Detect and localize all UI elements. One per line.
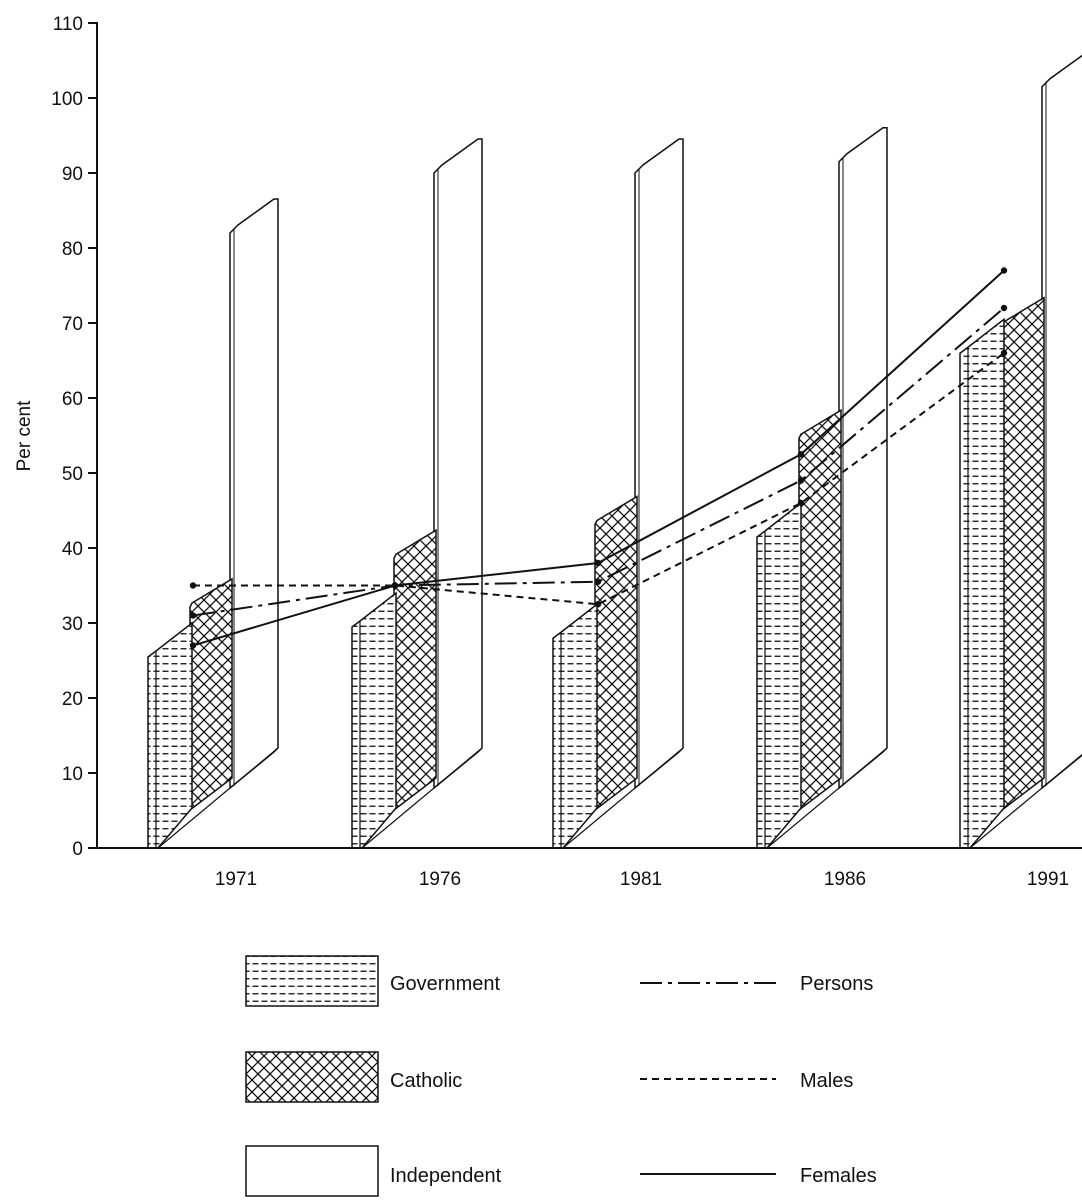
point-males-1991 xyxy=(1001,350,1007,356)
x-tick-label-1976: 1976 xyxy=(419,869,461,890)
y-tick-label-110: 110 xyxy=(53,14,83,35)
y-tick-label-60: 60 xyxy=(62,389,83,410)
legend-item-males: Males xyxy=(640,1070,853,1092)
bar-government-1981 xyxy=(553,604,597,848)
legend-swatch-catholic xyxy=(246,1052,378,1102)
y-tick-label-30: 30 xyxy=(62,614,83,635)
bar-government-1971 xyxy=(148,623,192,848)
bar-group-1986 xyxy=(757,128,887,848)
bars-layer xyxy=(148,53,1082,848)
legend-label-independent: Independent xyxy=(390,1165,502,1187)
bar-group-1971 xyxy=(148,199,278,848)
bar-catholic-1986 xyxy=(799,410,841,810)
legend-item-persons: Persons xyxy=(640,973,873,995)
legend-item-government: Government xyxy=(246,956,500,1006)
bar-government-1991 xyxy=(960,319,1004,848)
bar-group-1976 xyxy=(352,139,482,848)
y-tick-label-40: 40 xyxy=(62,539,83,560)
bar-catholic-1976 xyxy=(394,530,436,810)
legend-item-females: Females xyxy=(640,1165,877,1187)
bar-catholic-1981 xyxy=(595,497,637,811)
x-tick-label-1986: 1986 xyxy=(824,869,866,890)
legend-swatch-government xyxy=(246,956,378,1006)
point-females-1976 xyxy=(392,582,398,588)
legend: Government Catholic Independent Persons … xyxy=(246,956,877,1196)
bar-government-1986 xyxy=(757,503,801,848)
point-persons-1981 xyxy=(595,579,601,585)
point-persons-1991 xyxy=(1001,305,1007,311)
x-tick-label-1981: 1981 xyxy=(620,869,662,890)
legend-item-catholic: Catholic xyxy=(246,1052,462,1102)
bar-government-1976 xyxy=(352,593,396,848)
legend-label-females: Females xyxy=(800,1165,877,1187)
bar-group-1991 xyxy=(960,53,1082,848)
y-tick-label-100: 100 xyxy=(51,89,83,110)
bar-independent-1976 xyxy=(434,139,482,788)
point-males-1986 xyxy=(798,500,804,506)
x-tick-label-1971: 1971 xyxy=(215,869,257,890)
y-tick-label-10: 10 xyxy=(62,764,83,785)
legend-swatch-independent xyxy=(246,1146,378,1196)
legend-label-persons: Persons xyxy=(800,973,873,995)
bar-independent-1971 xyxy=(230,199,278,788)
point-females-1991 xyxy=(1001,267,1007,273)
point-males-1971 xyxy=(190,582,196,588)
bar-group-1981 xyxy=(553,139,683,848)
y-tick-label-70: 70 xyxy=(62,314,83,335)
legend-item-independent: Independent xyxy=(246,1146,502,1196)
bar-independent-1981 xyxy=(635,139,683,788)
point-females-1981 xyxy=(595,560,601,566)
bar-independent-1991 xyxy=(1042,53,1082,788)
y-tick-label-80: 80 xyxy=(62,239,83,260)
point-males-1981 xyxy=(595,601,601,607)
y-tick-label-0: 0 xyxy=(72,839,83,860)
bar-catholic-1991 xyxy=(1002,298,1044,810)
point-females-1971 xyxy=(190,642,196,648)
x-tick-label-1991: 1991 xyxy=(1027,869,1069,890)
legend-label-government: Government xyxy=(390,973,500,995)
legend-label-males: Males xyxy=(800,1070,853,1092)
legend-label-catholic: Catholic xyxy=(390,1070,462,1092)
y-ticks: 0 10 20 30 40 50 60 70 80 90 100 110 xyxy=(51,14,97,860)
y-tick-label-20: 20 xyxy=(62,689,83,710)
y-tick-label-90: 90 xyxy=(62,164,83,185)
point-females-1986 xyxy=(798,451,804,457)
y-axis-label: Per cent xyxy=(14,400,35,471)
point-persons-1971 xyxy=(190,612,196,618)
x-ticks: 1971 1976 1981 1986 1991 xyxy=(215,869,1069,890)
point-persons-1986 xyxy=(798,477,804,483)
y-tick-label-50: 50 xyxy=(62,464,83,485)
